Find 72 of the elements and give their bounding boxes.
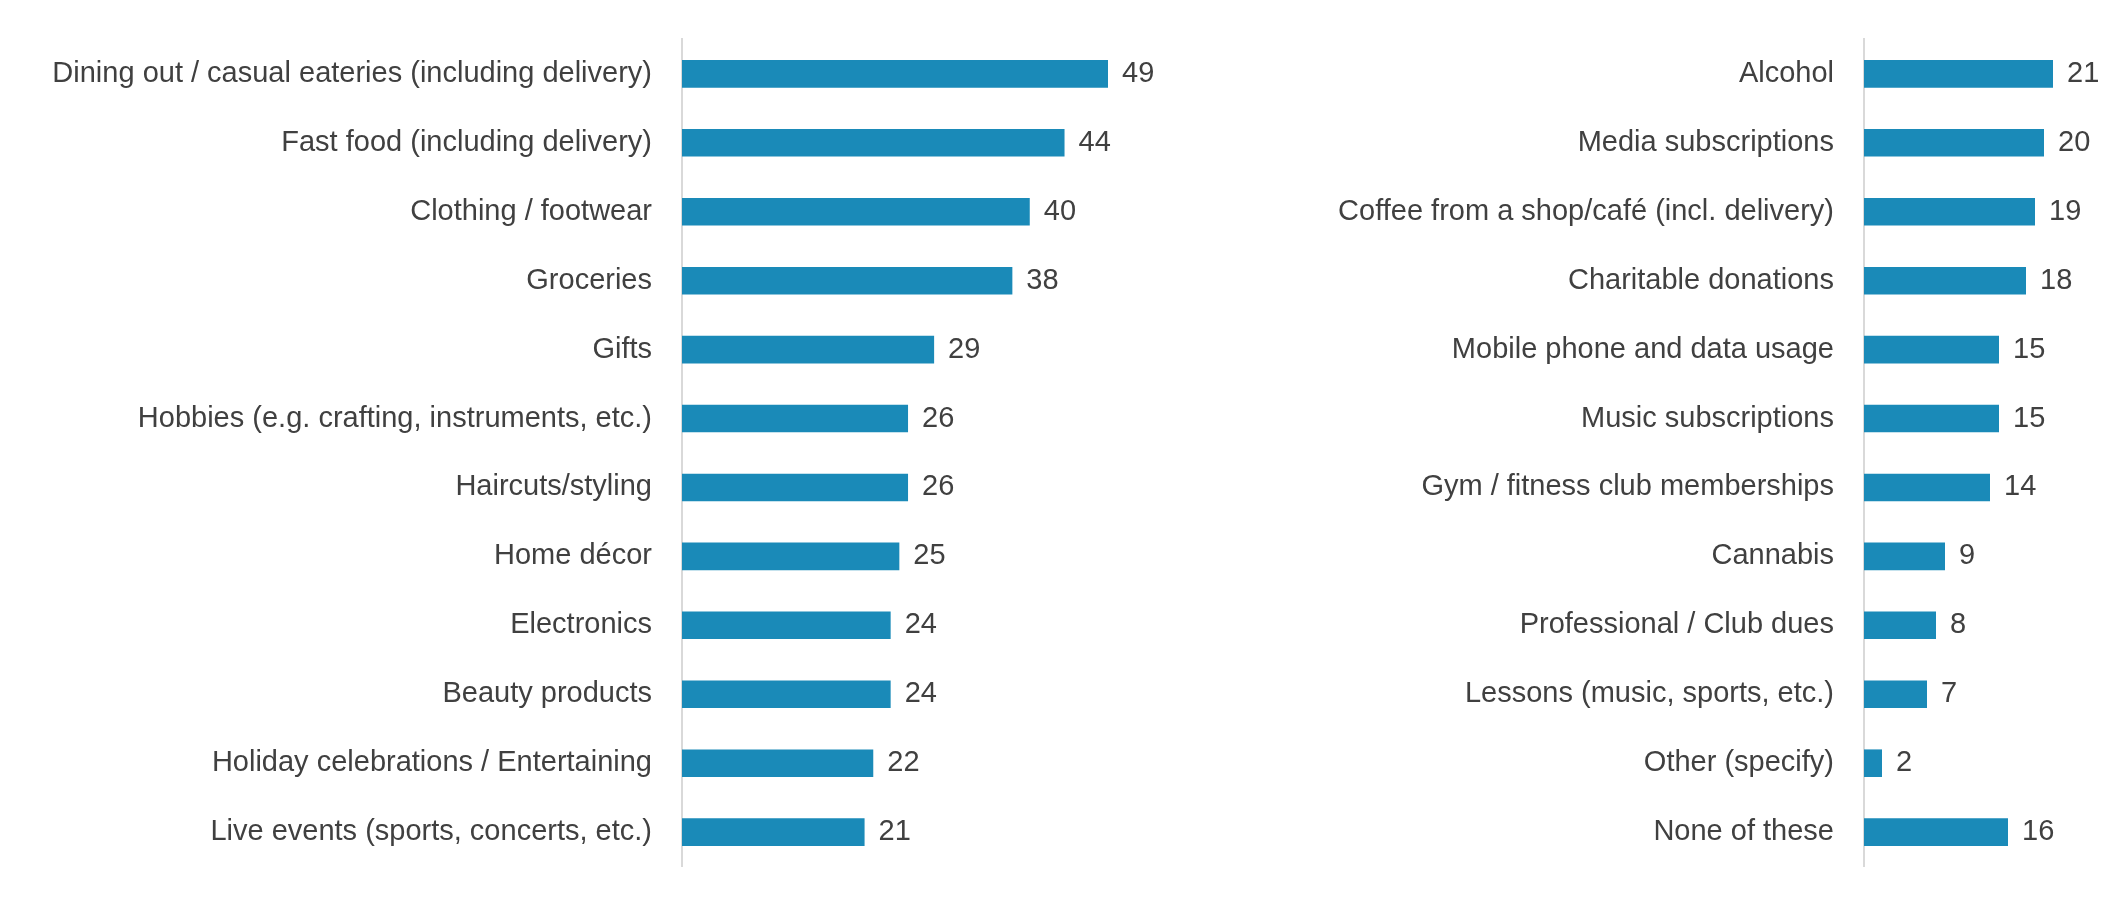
bar: [1864, 335, 1999, 364]
y-tick-label: Cannabis: [1711, 538, 1834, 571]
bar: [1864, 404, 1999, 433]
bar: [1864, 473, 1990, 502]
data-label: 19: [2049, 193, 2082, 226]
y-tick-label: Gym / fitness club memberships: [1421, 469, 1834, 502]
data-label: 49: [1122, 55, 1155, 88]
data-label: 29: [948, 331, 981, 364]
data-label: 8: [1950, 607, 1967, 640]
y-tick-label: Media subscriptions: [1577, 124, 1834, 157]
data-label: 24: [904, 607, 937, 640]
data-label: 14: [2004, 469, 2037, 502]
data-label: 7: [1941, 676, 1958, 709]
data-label: 26: [922, 469, 955, 502]
y-tick-label: Haircuts/styling: [455, 469, 652, 502]
y-tick-label: Coffee from a shop/café (incl. delivery): [1338, 193, 1834, 226]
bar: [682, 680, 891, 709]
y-tick-label: Hobbies (e.g. crafting, instruments, etc.): [137, 400, 652, 433]
y-tick-label: Beauty products: [442, 676, 652, 709]
y-tick-label: Fast food (including delivery): [281, 124, 652, 157]
bar: [1864, 611, 1936, 640]
data-label: 38: [1026, 262, 1059, 295]
y-tick-label: Mobile phone and data usage: [1451, 331, 1834, 364]
bar: [682, 611, 891, 640]
y-tick-label: Other (specify): [1643, 745, 1834, 778]
data-label: 22: [887, 745, 920, 778]
data-label: 16: [2022, 814, 2055, 847]
data-label: 26: [922, 400, 955, 433]
data-label: 25: [913, 538, 946, 571]
data-label: 15: [2013, 331, 2046, 364]
bar: [682, 473, 909, 502]
y-tick-label: Alcohol: [1738, 55, 1834, 88]
bar: [682, 404, 909, 433]
data-label: 2: [1896, 745, 1913, 778]
y-tick-label: Holiday celebrations / Entertaining: [211, 745, 652, 778]
bar: [1864, 818, 2008, 846]
data-label: 15: [2013, 400, 2046, 433]
bar: [682, 542, 900, 571]
y-tick-label: Professional / Club dues: [1519, 607, 1834, 640]
bar: [1864, 680, 1927, 709]
y-tick-label: Music subscriptions: [1580, 400, 1834, 433]
y-tick-label: Home décor: [494, 538, 653, 571]
data-label: 24: [904, 676, 937, 709]
data-label: 44: [1078, 124, 1111, 157]
bar: [1864, 60, 2053, 88]
data-label: 21: [878, 814, 911, 847]
bar: [682, 818, 865, 846]
bar: [682, 197, 1030, 226]
data-label: 40: [1043, 193, 1077, 226]
data-label: 18: [2040, 262, 2073, 295]
bar: [1864, 749, 1882, 777]
y-tick-label: Clothing / footwear: [410, 193, 653, 226]
bar: [682, 335, 935, 364]
y-tick-label: Groceries: [526, 262, 652, 295]
y-tick-label: Lessons (music, sports, etc.): [1464, 676, 1834, 709]
y-tick-label: Electronics: [510, 607, 652, 640]
y-tick-label: Charitable donations: [1567, 262, 1834, 295]
bar: [1864, 542, 1945, 571]
y-tick-label: Gifts: [592, 331, 652, 364]
y-tick-label: Dining out / casual eateries (including delivery): [52, 55, 652, 88]
data-label: 20: [2058, 124, 2091, 157]
y-tick-label: None of these: [1653, 814, 1834, 847]
data-label: 21: [2067, 55, 2100, 88]
bar: [1864, 129, 2044, 157]
bar: [682, 749, 874, 777]
bar: [682, 129, 1065, 157]
data-label: 9: [1959, 538, 1976, 571]
bar: [1864, 266, 2026, 295]
bar: [1864, 197, 2035, 226]
bar: [682, 266, 1013, 295]
bar: [682, 60, 1108, 88]
y-tick-label: Live events (sports, concerts, etc.): [210, 814, 652, 847]
